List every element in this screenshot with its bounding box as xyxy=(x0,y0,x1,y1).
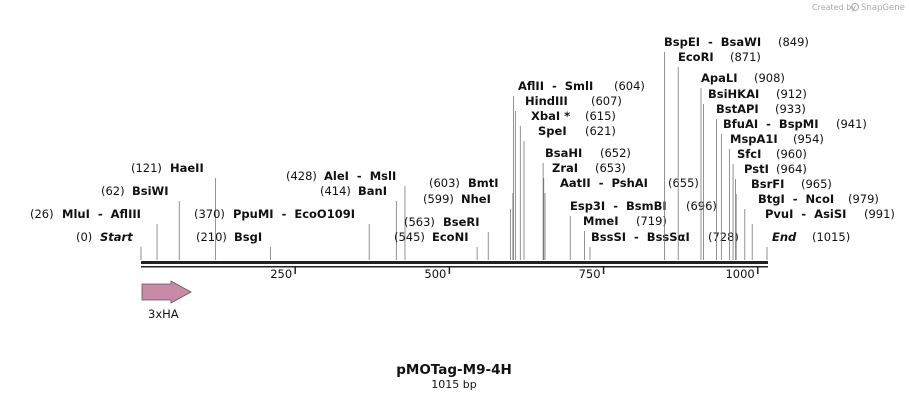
site-position: (991) xyxy=(864,207,895,221)
site-position: (960) xyxy=(776,147,807,161)
site-position: (964) xyxy=(776,162,807,176)
site-name: MmeI xyxy=(583,214,619,228)
site-position: (414) xyxy=(320,184,351,198)
site-position: (933) xyxy=(775,102,806,116)
site-position: (121) xyxy=(131,161,162,175)
site-name: SfcI xyxy=(737,147,761,161)
site-name: BseRI xyxy=(443,215,480,229)
feature-label: 3xHA xyxy=(148,307,179,321)
site-name: End xyxy=(772,230,797,244)
site-name: Start xyxy=(100,230,133,244)
site-position: (979) xyxy=(848,192,879,206)
site-position: (965) xyxy=(801,177,832,191)
site-position: (719) xyxy=(636,214,667,228)
site-position: (912) xyxy=(776,87,807,101)
site-name: ApaLI xyxy=(701,71,738,85)
site-name: BsiWI xyxy=(132,184,169,198)
site-name: XbaI * xyxy=(531,109,570,123)
site-name: AflII - SmlI xyxy=(518,79,593,93)
site-name: BsrFI xyxy=(751,177,784,191)
site-name: PstI xyxy=(744,162,769,176)
ruler-label: 500 xyxy=(424,267,446,281)
site-name: PvuI - AsiSI xyxy=(765,207,846,221)
site-position: (26) xyxy=(30,207,54,221)
site-name: AleI - MslI xyxy=(324,169,396,183)
site-name: SpeI xyxy=(538,124,567,138)
site-position: (655) xyxy=(668,176,699,190)
site-position: (871) xyxy=(730,50,761,64)
backbone xyxy=(141,266,768,268)
site-position: (728) xyxy=(708,230,739,244)
logo xyxy=(851,3,859,11)
credit: Created by xyxy=(812,3,856,12)
site-position: (615) xyxy=(585,109,616,123)
site-name: Esp3I - BsmBI xyxy=(570,199,667,213)
site-name: BspEI - BsaWI xyxy=(664,35,761,49)
site-name: BsiHKAI xyxy=(708,87,759,101)
site-name: BfuAI - BspMI xyxy=(723,117,819,131)
site-position: (1015) xyxy=(812,230,850,244)
site-position: (428) xyxy=(286,169,317,183)
site-name: ZraI xyxy=(552,161,578,175)
site-name: HaeII xyxy=(170,161,204,175)
site-name: EcoRI xyxy=(678,50,714,64)
site-name: BstAPI xyxy=(716,102,759,116)
site-position: (908) xyxy=(754,71,785,85)
site-name: BssSI - BssSαI xyxy=(591,230,690,244)
site-name: BsaHI xyxy=(545,146,582,160)
site-position: (696) xyxy=(686,199,717,213)
site-name: BmtI xyxy=(468,176,499,190)
site-position: (599) xyxy=(423,192,454,206)
site-name: EcoNI xyxy=(432,230,468,244)
site-name: BsgI xyxy=(234,230,262,244)
feature-arrow xyxy=(141,280,192,304)
ruler-label: 1000 xyxy=(725,267,754,281)
site-name: BtgI - NcoI xyxy=(758,192,834,206)
site-position: (849) xyxy=(778,35,809,49)
ruler-label: 750 xyxy=(579,267,601,281)
site-name: MluI - AflIII xyxy=(62,207,141,221)
site-position: (603) xyxy=(429,176,460,190)
site-name: NheI xyxy=(461,192,491,206)
site-name: HindIII xyxy=(525,94,568,108)
title: pMOTag-M9-4H xyxy=(396,362,512,378)
site-name: MspA1I xyxy=(730,132,778,146)
site-position: (941) xyxy=(836,117,867,131)
site-position: (370) xyxy=(194,207,225,221)
site-position: (652) xyxy=(600,146,631,160)
site-position: (210) xyxy=(196,230,227,244)
site-position: (607) xyxy=(591,94,622,108)
length: 1015 bp xyxy=(431,378,476,391)
site-position: (563) xyxy=(404,215,435,229)
site-position: (604) xyxy=(614,79,645,93)
site-name: PpuMI - EcoO109I xyxy=(233,207,355,221)
brand: SnapGene xyxy=(861,3,905,13)
backbone xyxy=(141,261,768,264)
site-position: (62) xyxy=(101,184,125,198)
site-name: AatII - PshAI xyxy=(560,176,648,190)
ruler-label: 250 xyxy=(270,267,292,281)
site-position: (653) xyxy=(595,161,626,175)
site-name: BanI xyxy=(358,184,387,198)
site-position: (954) xyxy=(793,132,824,146)
site-position: (545) xyxy=(394,230,425,244)
site-position: (621) xyxy=(585,124,616,138)
site-position: (0) xyxy=(76,230,92,244)
